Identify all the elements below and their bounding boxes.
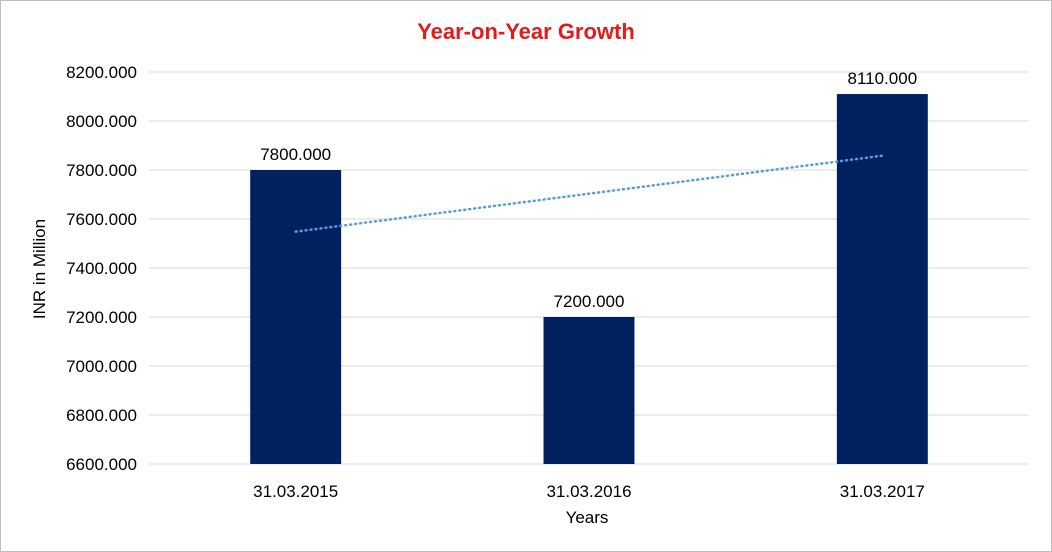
y-tick-label: 6800.000 bbox=[66, 406, 137, 425]
data-labels: 7800.000 7200.000 8110.000 bbox=[260, 69, 917, 311]
y-tick-label: 8200.000 bbox=[66, 63, 137, 82]
x-axis-ticks: 31.03.2015 31.03.2016 31.03.2017 bbox=[253, 482, 925, 501]
x-tick-label: 31.03.2017 bbox=[840, 482, 925, 501]
bar bbox=[836, 94, 928, 465]
trendline-path bbox=[294, 154, 884, 233]
x-tick-label: 31.03.2015 bbox=[253, 482, 338, 501]
bar bbox=[543, 317, 635, 464]
y-tick-label: 7600.000 bbox=[66, 210, 137, 229]
y-axis-ticks: 6600.000 6800.000 7000.000 7200.000 7400.000… bbox=[66, 63, 137, 474]
chart-title: Year-on-Year Growth bbox=[417, 19, 635, 44]
trendline bbox=[294, 154, 884, 233]
data-label: 7800.000 bbox=[260, 145, 331, 164]
bars bbox=[250, 94, 928, 465]
y-axis-title: INR in Million bbox=[30, 219, 49, 319]
bar bbox=[250, 170, 342, 464]
y-tick-label: 7400.000 bbox=[66, 259, 137, 278]
y-tick-label: 8000.000 bbox=[66, 112, 137, 131]
x-tick-label: 31.03.2016 bbox=[546, 482, 631, 501]
data-label: 8110.000 bbox=[848, 69, 918, 88]
y-tick-label: 6600.000 bbox=[66, 455, 137, 474]
y-tick-label: 7000.000 bbox=[66, 357, 137, 376]
x-axis-title: Years bbox=[566, 508, 609, 527]
data-label: 7200.000 bbox=[554, 292, 625, 311]
y-tick-label: 7200.000 bbox=[66, 308, 137, 327]
y-tick-label: 7800.000 bbox=[66, 161, 137, 180]
